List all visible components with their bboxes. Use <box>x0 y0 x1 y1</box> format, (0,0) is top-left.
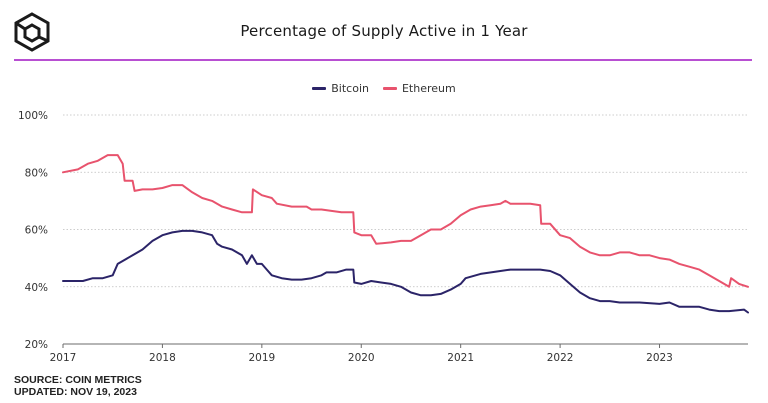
x-tick-label: 2023 <box>646 352 673 364</box>
legend-label-bitcoin: Bitcoin <box>331 82 369 95</box>
title-divider <box>14 59 752 61</box>
x-tick-label: 2019 <box>248 352 275 364</box>
legend-swatch-ethereum <box>382 87 397 90</box>
x-tick-label: 2018 <box>149 352 176 364</box>
y-tick-label: 20% <box>25 339 48 351</box>
cube-logo-icon <box>14 12 50 52</box>
y-tick-label: 100% <box>18 110 48 122</box>
source-line: SOURCE: COIN METRICS <box>14 374 142 386</box>
y-tick-label: 80% <box>25 167 48 179</box>
chart-title: Percentage of Supply Active in 1 Year <box>240 22 528 40</box>
updated-line: UPDATED: NOV 19, 2023 <box>14 386 137 398</box>
legend-label-ethereum: Ethereum <box>401 82 456 95</box>
legend-item-ethereum: Ethereum <box>382 82 456 95</box>
chart-legend: Bitcoin Ethereum <box>0 82 768 95</box>
x-tick-label: 2017 <box>50 352 77 364</box>
y-tick-label: 60% <box>25 225 48 237</box>
source-note: SOURCE: COIN METRICS UPDATED: NOV 19, 20… <box>14 374 142 398</box>
y-tick-label: 40% <box>25 282 48 294</box>
legend-item-bitcoin: Bitcoin <box>312 82 369 95</box>
x-tick-label: 2021 <box>447 352 474 364</box>
series-line-ethereum <box>62 154 749 288</box>
x-tick-label: 2020 <box>348 352 375 364</box>
legend-swatch-bitcoin <box>312 87 327 90</box>
x-tick-label: 2022 <box>547 352 574 364</box>
series-line-bitcoin <box>62 229 749 314</box>
